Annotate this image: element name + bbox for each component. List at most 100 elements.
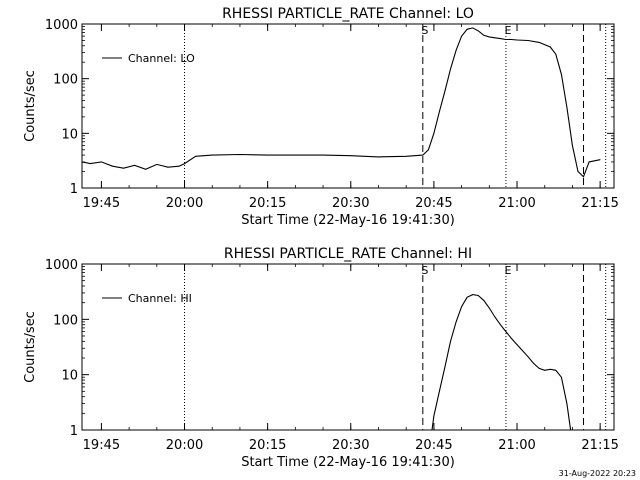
y-tick-label: 1000 bbox=[45, 18, 78, 33]
x-axis-label: Start Time (22-May-16 19:41:30) bbox=[241, 213, 455, 228]
marker-label: S bbox=[421, 24, 428, 37]
data-point bbox=[538, 42, 540, 43]
plot-frame bbox=[81, 23, 615, 189]
y-axis-label: Counts/sec bbox=[23, 311, 38, 383]
data-point bbox=[549, 368, 551, 370]
x-tick-label: 20:15 bbox=[249, 196, 286, 211]
series-line bbox=[431, 294, 572, 431]
data-point bbox=[428, 149, 429, 151]
data-point bbox=[472, 294, 474, 295]
data-point bbox=[555, 369, 557, 371]
lo-channel-panel: RHESSI PARTICLE_RATE Channel: LO 1 10 100 10… bbox=[23, 6, 619, 228]
data-point bbox=[494, 37, 496, 39]
x-tick-label: 20:45 bbox=[415, 438, 452, 453]
x-tick-label: 20:30 bbox=[332, 438, 369, 453]
data-point bbox=[156, 164, 158, 165]
data-point bbox=[549, 46, 551, 48]
data-point bbox=[570, 429, 571, 431]
data-point bbox=[350, 155, 352, 157]
plot-frame bbox=[81, 263, 615, 431]
data-point bbox=[101, 161, 102, 163]
data-point bbox=[211, 154, 213, 156]
data-point bbox=[533, 363, 534, 364]
data-point bbox=[522, 350, 523, 352]
x-tick-label: 20:30 bbox=[332, 196, 369, 211]
data-point bbox=[500, 38, 501, 39]
data-point bbox=[516, 39, 518, 41]
data-point bbox=[500, 324, 501, 326]
data-point bbox=[477, 295, 479, 296]
marker-label: E bbox=[504, 264, 511, 277]
data-point bbox=[461, 306, 462, 307]
data-point bbox=[239, 154, 241, 155]
data-point bbox=[444, 366, 446, 367]
data-point bbox=[455, 49, 457, 51]
x-tick-label: 21:15 bbox=[581, 438, 618, 453]
data-point bbox=[439, 111, 440, 112]
data-point bbox=[588, 161, 590, 163]
hi-channel-panel: RHESSI PARTICLE_RATE Channel: HI 1 10 100 10… bbox=[23, 246, 619, 470]
data-point bbox=[267, 154, 268, 156]
footer-date: 31-Aug-2022 20:23 bbox=[559, 469, 636, 478]
data-point bbox=[450, 341, 451, 342]
data-point bbox=[295, 154, 296, 156]
x-tick-label: 20:45 bbox=[415, 196, 452, 211]
x-tick-label: 21:00 bbox=[498, 196, 535, 211]
data-point bbox=[450, 68, 451, 70]
data-point bbox=[134, 164, 136, 166]
data-point bbox=[439, 390, 440, 392]
x-tick-label: 20:15 bbox=[249, 438, 286, 453]
data-point bbox=[89, 163, 91, 165]
data-point bbox=[477, 30, 479, 32]
data-point bbox=[322, 154, 324, 156]
data-point bbox=[422, 154, 424, 156]
data-point bbox=[538, 368, 540, 369]
data-point bbox=[123, 167, 124, 169]
x-tick-label: 19:45 bbox=[83, 438, 120, 453]
data-point bbox=[466, 28, 468, 30]
legend-label: Channel: LO bbox=[128, 52, 195, 65]
x-tick-label: 21:15 bbox=[581, 196, 618, 211]
data-point bbox=[511, 338, 512, 339]
data-point bbox=[555, 53, 557, 55]
chart-title: RHESSI PARTICLE_RATE Channel: HI bbox=[224, 246, 472, 262]
y-tick-label: 100 bbox=[53, 313, 78, 328]
data-point bbox=[483, 34, 485, 36]
data-point bbox=[505, 331, 507, 332]
data-point bbox=[488, 307, 490, 309]
data-point bbox=[527, 356, 529, 358]
data-point bbox=[488, 36, 490, 38]
data-point bbox=[167, 166, 169, 168]
data-point bbox=[472, 27, 474, 29]
data-point bbox=[431, 429, 433, 431]
chart-title: RHESSI PARTICLE_RATE Channel: LO bbox=[222, 6, 474, 22]
data-point bbox=[178, 165, 180, 167]
data-point bbox=[466, 296, 468, 298]
data-point bbox=[511, 39, 512, 40]
y-tick-label: 1 bbox=[70, 182, 78, 197]
x-tick-label: 21:00 bbox=[498, 438, 535, 453]
marker-label: E bbox=[504, 24, 511, 37]
data-point bbox=[572, 145, 573, 146]
marker-label: S bbox=[421, 264, 428, 277]
y-tick-label: 1 bbox=[70, 424, 78, 439]
data-point bbox=[461, 35, 462, 37]
data-point bbox=[494, 316, 496, 318]
data-point bbox=[433, 132, 435, 134]
y-tick-label: 10 bbox=[61, 127, 78, 142]
data-point bbox=[516, 344, 518, 345]
y-tick-label: 1000 bbox=[45, 258, 78, 273]
x-axis-label: Start Time (22-May-16 19:41:30) bbox=[241, 455, 455, 470]
data-point bbox=[195, 155, 197, 157]
data-point bbox=[505, 39, 507, 40]
legend-label: Channel: HI bbox=[128, 292, 192, 305]
series-line bbox=[81, 27, 601, 178]
data-point bbox=[561, 73, 562, 75]
data-point bbox=[455, 321, 457, 323]
data-point bbox=[145, 168, 147, 170]
data-point bbox=[599, 159, 601, 161]
data-point bbox=[433, 415, 435, 417]
x-tick-label: 20:00 bbox=[166, 438, 203, 453]
data-point bbox=[583, 176, 584, 178]
